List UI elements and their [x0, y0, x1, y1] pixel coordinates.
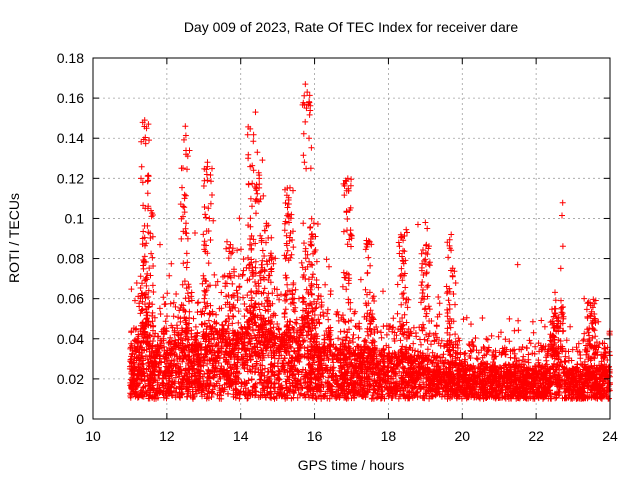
y-tick-label: 0.06 [57, 291, 84, 307]
y-axis-label: ROTI / TECUs [6, 193, 22, 283]
chart-title: Day 009 of 2023, Rate Of TEC Index for r… [184, 19, 519, 35]
data-point [254, 149, 261, 156]
y-tick-label: 0.08 [57, 251, 84, 267]
x-tick-label: 16 [307, 428, 323, 444]
x-axis-ticks: 10 12 14 16 18 20 22 24 [85, 58, 618, 444]
y-tick-label: 0.18 [57, 50, 84, 66]
y-tick-label: 0 [76, 411, 84, 427]
x-tick-label: 22 [528, 428, 544, 444]
data-point [414, 221, 421, 228]
data-point [145, 121, 152, 128]
x-tick-label: 20 [454, 428, 470, 444]
data-points [126, 81, 613, 402]
y-tick-label: 0.14 [57, 130, 84, 146]
data-point [302, 81, 309, 88]
data-point [182, 123, 189, 130]
data-point [306, 135, 313, 142]
y-tick-label: 0.12 [57, 170, 84, 186]
y-tick-label: 0.16 [57, 90, 84, 106]
y-tick-label: 0.04 [57, 331, 84, 347]
data-point [139, 179, 146, 186]
data-point [514, 261, 521, 268]
y-axis-ticks: 0 0.02 0.04 0.06 0.08 0.1 0.12 0.14 0.16 0.18 [57, 50, 610, 427]
x-tick-label: 12 [159, 428, 175, 444]
data-point [138, 175, 145, 182]
data-point [581, 295, 588, 302]
x-tick-label: 14 [233, 428, 249, 444]
plot-frame [92, 57, 611, 420]
data-point [448, 231, 455, 238]
data-point [252, 109, 259, 116]
data-point [304, 89, 311, 96]
x-tick-label: 18 [381, 428, 397, 444]
data-point [303, 105, 310, 112]
y-tick-label: 0.02 [57, 371, 84, 387]
data-point-cloud [127, 92, 613, 402]
x-tick-label: 10 [85, 428, 101, 444]
x-tick-label: 24 [602, 428, 618, 444]
y-tick-label: 0.1 [65, 210, 85, 226]
data-point [206, 215, 213, 222]
data-point [422, 219, 429, 226]
x-axis-label: GPS time / hours [298, 457, 405, 473]
data-point [424, 225, 431, 232]
